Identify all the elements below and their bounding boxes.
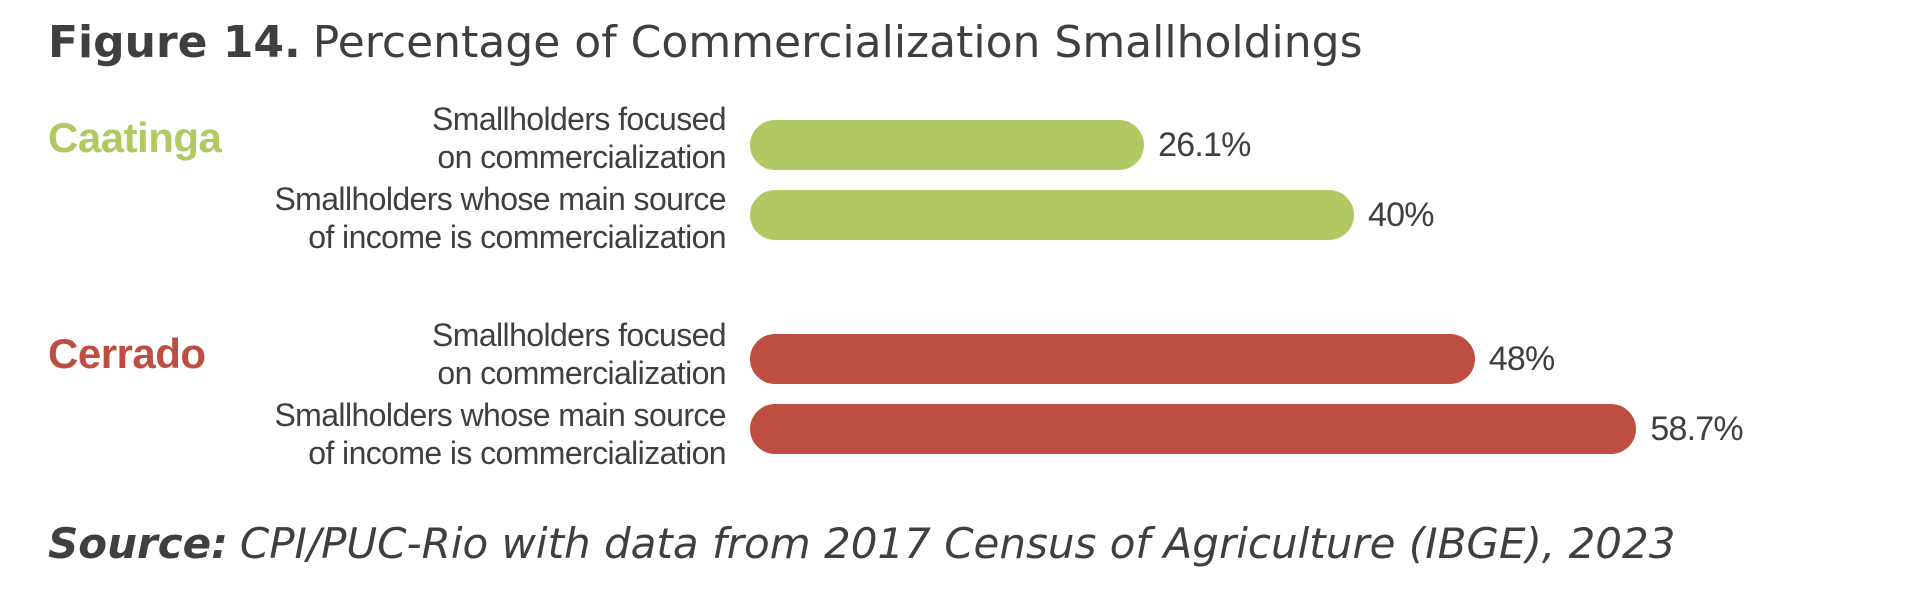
figure-number: Figure 14. — [48, 17, 301, 68]
value-label-cerrado-income: 58.7% — [1650, 410, 1743, 448]
source-label: Source: — [48, 519, 228, 568]
bar-caatinga-income — [750, 190, 1354, 240]
category-label-line2: of income is commercialization — [308, 435, 726, 471]
category-label-cerrado-income: Smallholders whose main source of income … — [206, 396, 726, 472]
value-label-caatinga-income: 40% — [1368, 196, 1434, 234]
category-label-line1: Smallholders focused — [432, 317, 727, 353]
chart-title-text: Percentage of Commercialization Smallhol… — [312, 17, 1363, 68]
category-label-cerrado-focused: Smallholders focused on commercialization — [206, 316, 727, 392]
chart-title: Figure 14. Percentage of Commercializatio… — [48, 14, 1363, 72]
bar-caatinga-focused — [750, 120, 1145, 170]
category-label-line1: Smallholders whose main source — [274, 397, 726, 433]
category-label-caatinga-income: Smallholders whose main source of income … — [206, 180, 726, 256]
bar-cerrado-focused — [750, 334, 1475, 384]
group-label-caatinga: Caatinga — [48, 114, 222, 161]
category-label-line2: on commercialization — [437, 139, 726, 175]
bar-cerrado-income — [750, 404, 1637, 454]
source-note: Source: CPI/PUC-Rio with data from 2017 C… — [48, 516, 1675, 572]
source-text: CPI/PUC-Rio with data from 2017 Census o… — [239, 519, 1676, 568]
category-label-line2: on commercialization — [437, 355, 726, 391]
category-label-line1: Smallholders whose main source — [274, 181, 726, 217]
category-label-line2: of income is commercialization — [308, 219, 726, 255]
category-label-line1: Smallholders focused — [432, 101, 727, 137]
value-label-cerrado-focused: 48% — [1488, 340, 1555, 378]
group-label-cerrado: Cerrado — [48, 330, 206, 377]
value-label-caatinga-focused: 26.1% — [1158, 126, 1251, 164]
category-label-caatinga-focused: Smallholders focused on commercialization — [206, 100, 727, 176]
